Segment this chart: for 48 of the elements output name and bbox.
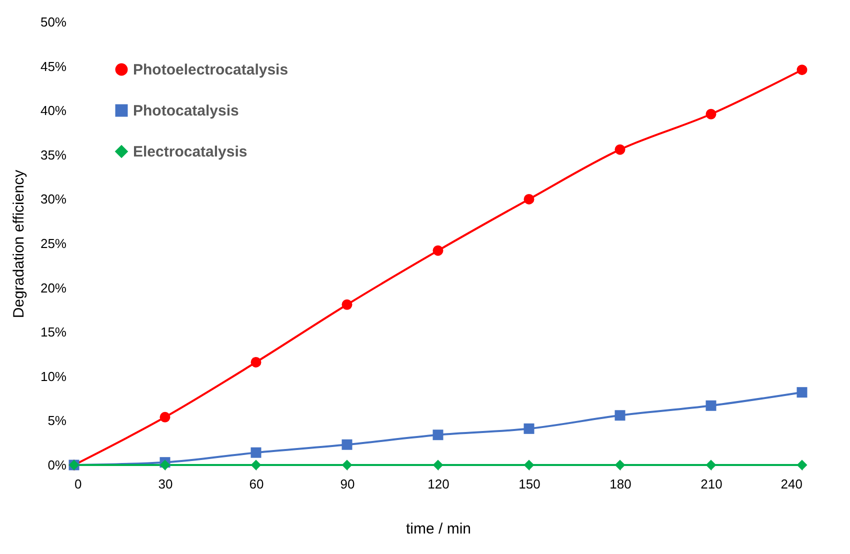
point	[706, 400, 716, 411]
x-tick-label: 240	[780, 476, 802, 492]
point	[342, 299, 352, 310]
y-tick-label: 0%	[48, 458, 67, 472]
legend-label: Electrocatalysis	[133, 144, 248, 160]
x-tick-label: 120	[428, 476, 450, 492]
y-tick-label: 35%	[40, 147, 67, 162]
x-tick-label: 90	[340, 476, 355, 492]
y-tick-label: 30%	[40, 192, 67, 207]
point	[524, 423, 534, 434]
point	[524, 194, 534, 204]
x-tick-label: 210	[700, 476, 722, 492]
y-tick-label: 50%	[40, 14, 67, 30]
legend-label: Photoelectrocatalysis	[133, 62, 288, 78]
legend-label: Photocatalysis	[133, 102, 239, 120]
point	[342, 439, 352, 450]
point	[796, 387, 808, 398]
point	[160, 460, 170, 470]
point	[614, 410, 626, 421]
point	[614, 460, 626, 470]
point	[706, 108, 716, 120]
point	[250, 447, 262, 458]
x-tick-label: 60	[249, 476, 264, 492]
x-axis-title: time / min	[406, 520, 472, 538]
y-tick-label: 5%	[48, 413, 67, 428]
point	[160, 412, 170, 422]
point	[432, 460, 444, 470]
x-tick-label: 0	[74, 476, 82, 492]
point	[250, 356, 262, 368]
y-tick-label: 15%	[40, 324, 67, 340]
point	[432, 245, 444, 256]
point	[432, 430, 444, 440]
point	[342, 460, 352, 470]
y-tick-label: 40%	[40, 103, 67, 118]
point	[250, 460, 262, 470]
point	[706, 460, 716, 470]
x-tick-label: 30	[158, 476, 173, 492]
y-tick-label: 10%	[40, 368, 67, 384]
x-tick-label: 150	[518, 476, 540, 492]
y-tick-label: 20%	[40, 280, 67, 296]
point	[524, 460, 534, 470]
y-tick-label: 25%	[40, 236, 67, 251]
point	[796, 460, 808, 470]
x-tick-label: 180	[610, 476, 632, 492]
y-tick-label: 45%	[40, 58, 67, 74]
point	[796, 64, 808, 76]
y-axis-title: Degradation efficiency	[10, 169, 28, 318]
point	[614, 144, 626, 155]
